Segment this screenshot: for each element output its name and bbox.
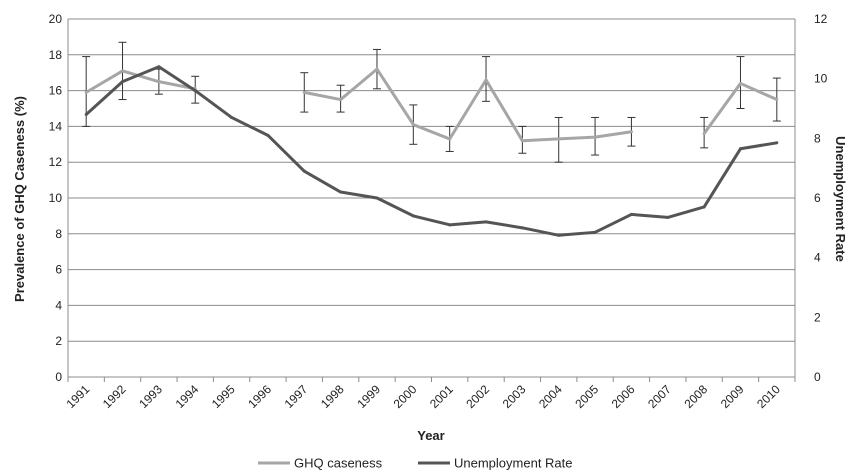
legend-label-ghq: GHQ caseness bbox=[294, 456, 383, 471]
unemployment-point bbox=[375, 196, 379, 200]
ghq-point bbox=[84, 90, 88, 94]
ghq-point bbox=[775, 98, 779, 102]
y-right-tick-label: 8 bbox=[814, 131, 821, 145]
unemployment-point bbox=[738, 147, 742, 151]
ghq-point bbox=[629, 130, 633, 134]
ghq-point bbox=[411, 123, 415, 127]
x-tick-label: 2009 bbox=[718, 382, 747, 411]
unemployment-point bbox=[702, 205, 706, 209]
unemployment-point bbox=[666, 215, 670, 219]
x-tick-label: 1998 bbox=[318, 382, 347, 411]
x-tick-label: 2006 bbox=[609, 382, 638, 411]
ghq-point bbox=[448, 137, 452, 141]
series-layer bbox=[82, 41, 781, 237]
unemployment-point bbox=[629, 212, 633, 216]
x-tick-label: 1996 bbox=[245, 382, 274, 411]
y-left-tick-label: 6 bbox=[55, 263, 62, 277]
ghq-point bbox=[302, 90, 306, 94]
legend-label-unemployment: Unemployment Rate bbox=[454, 456, 573, 471]
grid-lines bbox=[68, 18, 795, 378]
y-right-tick-label: 4 bbox=[814, 251, 821, 265]
y-axis-right-title: Unemployment Rate bbox=[833, 136, 848, 262]
unemployment-point bbox=[484, 220, 488, 224]
unemployment-line-segment bbox=[85, 65, 778, 237]
x-tick-label: 2004 bbox=[536, 382, 565, 411]
x-axis-title: Year bbox=[417, 428, 444, 443]
x-tick-label: 1992 bbox=[100, 382, 129, 411]
y-left-tick-label: 8 bbox=[55, 227, 62, 241]
unemployment-point bbox=[230, 115, 234, 119]
unemployment-point bbox=[411, 214, 415, 218]
unemployment-point bbox=[775, 141, 779, 145]
x-tick-label: 1991 bbox=[64, 382, 93, 411]
y-right-tick-label: 12 bbox=[814, 12, 828, 26]
axes bbox=[67, 19, 796, 382]
y-left-tick-label: 14 bbox=[49, 119, 63, 133]
y-axis-left-title: Prevalence of GHQ Caseness (%) bbox=[12, 96, 27, 302]
x-tick-label: 1994 bbox=[173, 382, 202, 411]
y-left-tick-label: 16 bbox=[49, 84, 63, 98]
unemployment-point bbox=[302, 169, 306, 173]
ghq-point bbox=[593, 135, 597, 139]
unemployment-point bbox=[557, 233, 561, 237]
ghq-point bbox=[339, 98, 343, 102]
x-tick-label: 2000 bbox=[391, 382, 420, 411]
ghq-point bbox=[484, 78, 488, 82]
unemployment-point bbox=[520, 226, 524, 230]
x-tick-label: 2007 bbox=[645, 382, 674, 411]
x-tick-label: 1995 bbox=[209, 382, 238, 411]
ghq-point bbox=[520, 139, 524, 143]
y-right-tick-label: 2 bbox=[814, 310, 821, 324]
x-tick-label: 1993 bbox=[136, 382, 165, 411]
x-tick-label: 2005 bbox=[572, 382, 601, 411]
ghq-point bbox=[375, 67, 379, 71]
y-left-tick-label: 12 bbox=[49, 155, 63, 169]
legend: GHQ caseness Unemployment Rate bbox=[258, 456, 573, 471]
ghq-line-segment bbox=[303, 67, 632, 143]
y-right-tick-label: 10 bbox=[814, 72, 828, 86]
unemployment-point bbox=[193, 89, 197, 93]
y-right-tick-label: 0 bbox=[814, 370, 821, 384]
ghq-point bbox=[121, 69, 125, 73]
x-tick-label: 1997 bbox=[282, 382, 311, 411]
unemployment-point bbox=[339, 190, 343, 194]
unemployment-point bbox=[593, 230, 597, 234]
unemployment-point bbox=[266, 133, 270, 137]
y-left-tick-label: 18 bbox=[49, 48, 63, 62]
y-left-tick-label: 2 bbox=[55, 334, 62, 348]
ghq-point bbox=[557, 137, 561, 141]
unemployment-point bbox=[84, 112, 88, 116]
y-left-tick-label: 10 bbox=[49, 191, 63, 205]
y-left-tick-label: 20 bbox=[49, 12, 63, 26]
x-tick-label: 2010 bbox=[754, 382, 783, 411]
y-left-tick-label: 4 bbox=[55, 298, 62, 312]
ghq-line-segment bbox=[85, 69, 196, 94]
y-left-tick-label: 0 bbox=[55, 370, 62, 384]
ghq-point bbox=[738, 81, 742, 85]
y-right-tick-label: 6 bbox=[814, 191, 821, 205]
ghq-point bbox=[702, 132, 706, 136]
unemployment-point bbox=[448, 223, 452, 227]
ghq-point bbox=[157, 80, 161, 84]
unemployment-point bbox=[121, 80, 125, 84]
x-tick-label: 2001 bbox=[427, 382, 456, 411]
x-tick-label: 2008 bbox=[681, 382, 710, 411]
x-tick-label: 1999 bbox=[354, 382, 383, 411]
x-tick-label: 2003 bbox=[500, 382, 529, 411]
x-tick-label: 2002 bbox=[463, 382, 492, 411]
unemployment-point bbox=[157, 65, 161, 69]
